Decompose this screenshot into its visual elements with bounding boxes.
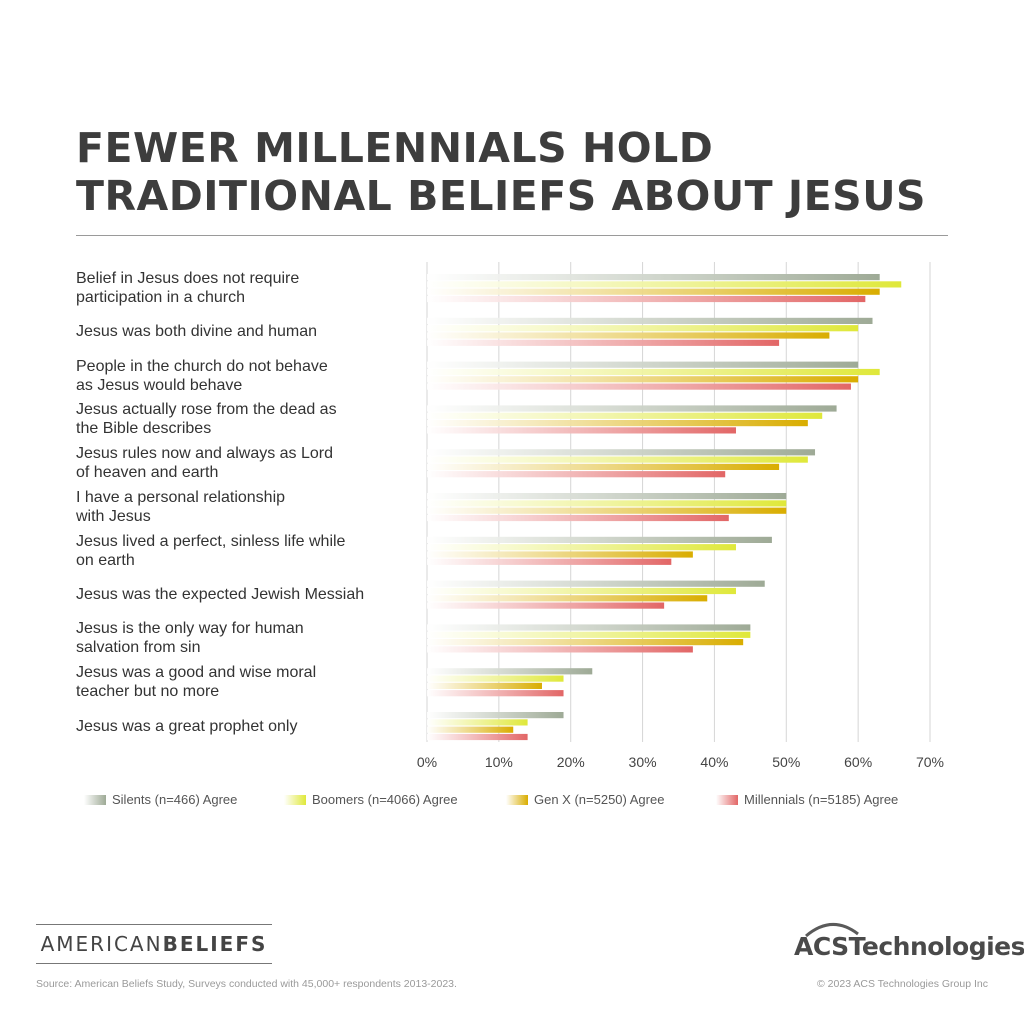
- bar: [427, 551, 693, 558]
- category-label: People in the church do not behave as Je…: [76, 357, 328, 394]
- bar: [427, 339, 780, 346]
- bar: [427, 368, 880, 376]
- bar: [427, 317, 873, 324]
- bar: [427, 295, 866, 303]
- bar: [427, 639, 744, 646]
- category-label: Jesus was both divine and human: [76, 323, 318, 341]
- bar: [427, 514, 729, 522]
- x-tick-label: 0%: [417, 754, 437, 770]
- bar: [427, 383, 851, 390]
- bar: [427, 449, 816, 456]
- legend-label: Silents (n=466) Agree: [112, 792, 238, 807]
- bar: [427, 668, 593, 675]
- category-label: Jesus lived a perfect, sinless life whil…: [76, 532, 346, 569]
- bar: [427, 463, 780, 470]
- bar: [427, 675, 564, 682]
- bar: [427, 288, 880, 295]
- x-tick-label: 10%: [485, 754, 513, 770]
- category-label: Jesus was the expected Jewish Messiah: [76, 586, 365, 604]
- bar: [427, 646, 693, 653]
- copyright-note: © 2023 ACS Technologies Group Inc: [817, 978, 988, 990]
- bar: [427, 733, 528, 741]
- bar: [427, 500, 787, 507]
- legend-swatch: [284, 794, 306, 805]
- category-label: Jesus actually rose from the dead as the…: [76, 401, 337, 438]
- bar: [427, 595, 708, 602]
- bar: [427, 405, 837, 412]
- x-axis-ticks: 0% 10% 20% 30% 40% 50% 60% 70%: [417, 754, 944, 770]
- x-tick-label: 30%: [629, 754, 657, 770]
- legend-swatch: [84, 794, 106, 805]
- legend-label: Gen X (n=5250) Agree: [534, 792, 665, 807]
- american-beliefs-logo: AMERICANBELIEFS: [36, 924, 272, 964]
- category-label: Jesus was a good and wise moral teacher …: [76, 664, 317, 701]
- bar: [427, 726, 514, 733]
- category-label: Jesus is the only way for human salvatio…: [76, 620, 304, 657]
- bar: [427, 412, 823, 419]
- bar: [427, 325, 859, 332]
- bar: [427, 558, 672, 565]
- legend-label: Millennials (n=5185) Agree: [744, 792, 899, 807]
- bar: [427, 544, 736, 551]
- bar: [427, 427, 736, 434]
- bar: [427, 602, 665, 609]
- category-label: Jesus was a great prophet only: [76, 717, 298, 735]
- x-tick-label: 70%: [916, 754, 944, 770]
- bar: [427, 587, 736, 595]
- category-label: Belief in Jesus does not require partici…: [76, 270, 300, 306]
- bar: [427, 420, 808, 427]
- bar: [427, 281, 902, 288]
- bar: [427, 712, 564, 719]
- logo-arc-icon: [805, 923, 859, 938]
- legend-item: Millennials (n=5185) Agree: [716, 792, 898, 807]
- chart-title: FEWER MILLENNIALS HOLD TRADITIONAL BELIE…: [76, 124, 976, 220]
- acs-technologies-logo: ACSTechnologies.: [794, 918, 1024, 968]
- category-label: Jesus rules now and always as Lord of he…: [76, 445, 334, 482]
- bars: [427, 274, 902, 741]
- bar: [427, 624, 751, 631]
- bar: [427, 456, 808, 463]
- legend-item: Gen X (n=5250) Agree: [506, 792, 664, 807]
- bar: [427, 631, 751, 638]
- chart-title-line-1: FEWER MILLENNIALS HOLD: [76, 124, 714, 172]
- legend-swatch: [506, 794, 528, 805]
- x-tick-label: 50%: [772, 754, 800, 770]
- legend-label: Boomers (n=4066) Agree: [312, 792, 458, 807]
- bar: [427, 580, 765, 587]
- bar: [427, 471, 726, 478]
- title-divider: [76, 235, 948, 236]
- bar: [427, 274, 880, 281]
- source-note: Source: American Beliefs Study, Surveys …: [36, 978, 457, 990]
- category-label: I have a personal relationship with Jesu…: [76, 489, 286, 525]
- bar: [427, 493, 787, 500]
- x-tick-label: 20%: [557, 754, 585, 770]
- bar: [427, 536, 772, 543]
- bar: [427, 690, 564, 697]
- x-tick-label: 40%: [700, 754, 728, 770]
- bar: [427, 719, 528, 726]
- legend-item: Silents (n=466) Agree: [84, 792, 237, 807]
- x-tick-label: 60%: [844, 754, 872, 770]
- bar: [427, 682, 542, 689]
- bar: [427, 507, 787, 514]
- chart-title-line-2: TRADITIONAL BELIEFS ABOUT JESUS: [76, 172, 927, 220]
- legend-swatch: [716, 794, 738, 805]
- bar: [427, 376, 859, 383]
- bar: [427, 332, 830, 339]
- bar: [427, 361, 859, 368]
- legend-item: Boomers (n=4066) Agree: [284, 792, 458, 807]
